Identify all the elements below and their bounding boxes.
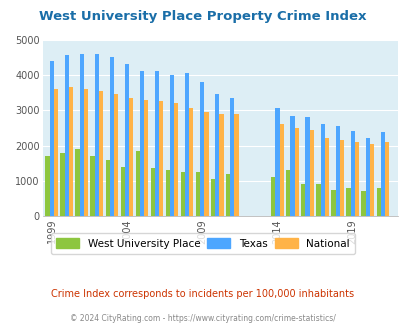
Text: West University Place Property Crime Index: West University Place Property Crime Ind… <box>39 10 366 23</box>
Bar <box>84 89 88 216</box>
Bar <box>144 100 148 216</box>
Bar <box>211 179 215 216</box>
Bar <box>75 149 79 216</box>
Bar <box>99 91 103 216</box>
Bar <box>140 71 144 216</box>
Bar <box>230 98 234 216</box>
Bar <box>324 139 328 216</box>
Bar <box>204 112 208 216</box>
Bar <box>185 73 189 216</box>
Bar <box>226 174 230 216</box>
Bar <box>330 190 335 216</box>
Bar <box>279 124 283 216</box>
Bar <box>309 130 313 216</box>
Bar <box>129 98 133 216</box>
Bar <box>320 124 324 216</box>
Bar <box>94 54 99 216</box>
Bar <box>150 169 155 216</box>
Bar <box>369 144 373 216</box>
Bar <box>69 87 73 216</box>
Bar <box>159 101 163 216</box>
Bar <box>109 57 114 216</box>
Bar <box>305 117 309 216</box>
Bar <box>365 139 369 216</box>
Bar <box>79 54 84 216</box>
Bar <box>53 89 58 216</box>
Bar <box>135 151 140 216</box>
Bar <box>64 55 69 216</box>
Text: © 2024 CityRating.com - https://www.cityrating.com/crime-statistics/: © 2024 CityRating.com - https://www.city… <box>70 314 335 323</box>
Bar <box>290 115 294 216</box>
Bar <box>219 114 223 216</box>
Bar <box>380 132 384 216</box>
Bar <box>114 94 118 216</box>
Bar <box>90 156 94 216</box>
Bar <box>124 64 129 216</box>
Bar <box>275 109 279 216</box>
Text: Crime Index corresponds to incidents per 100,000 inhabitants: Crime Index corresponds to incidents per… <box>51 289 354 299</box>
Bar <box>105 160 109 216</box>
Bar <box>315 184 320 216</box>
Bar <box>294 128 298 216</box>
Bar <box>45 156 49 216</box>
Bar <box>174 103 178 216</box>
Bar <box>180 172 185 216</box>
Bar <box>335 126 339 216</box>
Bar <box>195 172 200 216</box>
Bar <box>271 177 275 216</box>
Bar <box>215 94 219 216</box>
Bar <box>375 188 380 216</box>
Bar <box>345 188 350 216</box>
Bar <box>339 140 343 216</box>
Bar <box>350 131 354 216</box>
Bar <box>200 82 204 216</box>
Bar <box>120 167 124 216</box>
Bar <box>60 152 64 216</box>
Bar <box>49 61 53 216</box>
Bar <box>301 184 305 216</box>
Bar <box>360 191 365 216</box>
Bar <box>286 170 290 216</box>
Legend: West University Place, Texas, National: West University Place, Texas, National <box>51 233 354 254</box>
Bar <box>354 142 358 216</box>
Bar <box>234 114 238 216</box>
Bar <box>384 142 388 216</box>
Bar <box>155 71 159 216</box>
Bar <box>165 170 170 216</box>
Bar <box>170 75 174 216</box>
Bar <box>189 109 193 216</box>
